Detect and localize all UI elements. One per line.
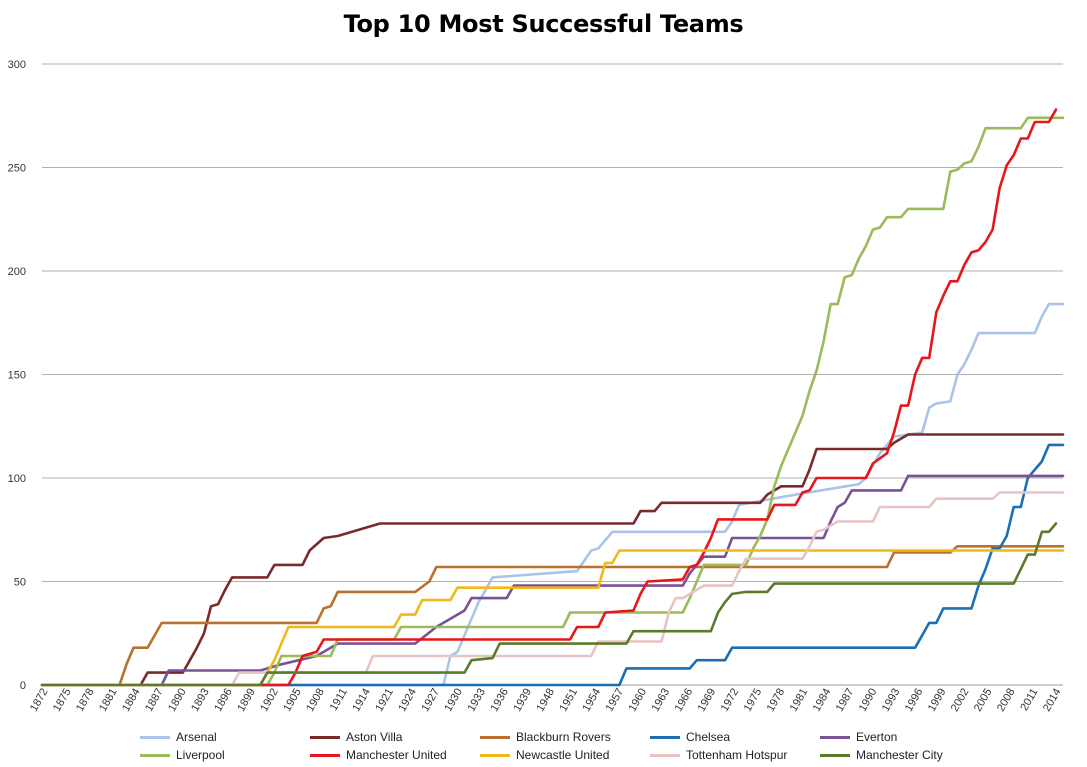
- x-tick-label: 1899: [235, 687, 258, 714]
- series-line-blackburn-rovers: [40, 545, 1065, 687]
- legend-item-newcastle-united: Newcastle United: [480, 746, 609, 764]
- series-line-newcastle-united: [40, 549, 1065, 687]
- x-tick-label: 1924: [396, 687, 419, 714]
- series-lines: [40, 108, 1065, 687]
- y-tick-label: 150: [8, 370, 26, 382]
- x-tick-label: 1881: [97, 687, 120, 714]
- series-line-arsenal: [40, 302, 1065, 687]
- legend-item-tottenham-hotspur: Tottenham Hotspur: [650, 746, 787, 764]
- series-line-chelsea: [40, 443, 1065, 687]
- series-line-manchester-city: [40, 522, 1058, 687]
- x-tick-label: 1930: [442, 687, 465, 714]
- y-tick-label: 100: [8, 473, 26, 485]
- x-tick-label: 1872: [28, 687, 51, 714]
- legend-item-manchester-city: Manchester City: [820, 746, 943, 764]
- series-line-manchester-united: [40, 108, 1058, 687]
- x-tick-label: 1914: [350, 687, 373, 714]
- x-tick-label: 2014: [1041, 687, 1064, 714]
- legend-item-liverpool: Liverpool: [140, 746, 225, 764]
- x-tick-label: 1987: [834, 687, 857, 714]
- x-tick-label: 1875: [51, 687, 74, 714]
- legend-item-aston-villa: Aston Villa: [310, 728, 402, 746]
- legend-label: Newcastle United: [516, 748, 610, 762]
- legend-label: Tottenham Hotspur: [686, 748, 788, 762]
- x-tick-label: 1887: [143, 687, 166, 714]
- legend-item-everton: Everton: [820, 728, 897, 746]
- y-tick-label: 50: [14, 577, 26, 589]
- x-tick-label: 1939: [511, 687, 534, 714]
- x-tick-label: 1963: [650, 687, 673, 714]
- x-tick-label: 1933: [465, 687, 488, 714]
- legend-label: Blackburn Rovers: [516, 730, 611, 744]
- y-tick-label: 200: [8, 266, 26, 278]
- x-tick-label: 1927: [419, 687, 442, 714]
- x-tick-label: 1981: [788, 687, 811, 714]
- legend-swatch: [140, 735, 170, 739]
- x-tick-label: 1878: [74, 687, 97, 714]
- legend-swatch: [650, 753, 680, 757]
- x-tick-label: 1954: [581, 687, 604, 714]
- legend-swatch: [650, 735, 680, 739]
- x-tick-label: 1972: [719, 687, 742, 714]
- x-tick-label: 1996: [903, 687, 926, 714]
- y-tick-label: 0: [20, 680, 26, 692]
- y-tick-label: 250: [8, 163, 26, 175]
- x-tick-label: 1990: [857, 687, 880, 714]
- x-tick-label: 1984: [811, 687, 834, 714]
- x-tick-label: 1960: [627, 687, 650, 714]
- legend-swatch: [480, 753, 510, 757]
- legend-label: Manchester City: [856, 748, 943, 762]
- y-tick-label: 300: [8, 59, 26, 71]
- legend-label: Liverpool: [176, 748, 225, 762]
- x-tick-label: 1999: [926, 687, 949, 714]
- legend-label: Manchester United: [346, 748, 447, 762]
- x-tick-label: 1975: [742, 687, 765, 714]
- legend-swatch: [820, 735, 850, 739]
- x-tick-label: 1905: [281, 687, 304, 714]
- legend-swatch: [310, 753, 340, 757]
- x-tick-label: 1893: [189, 687, 212, 714]
- x-tick-label: 2005: [972, 687, 995, 714]
- x-tick-label: 1978: [765, 687, 788, 714]
- series-line-aston-villa: [40, 433, 1065, 687]
- x-tick-label: 1951: [557, 687, 580, 714]
- legend-item-blackburn-rovers: Blackburn Rovers: [480, 728, 611, 746]
- y-axis: 0 50 100 150 200 250 300: [8, 59, 26, 692]
- legend-item-chelsea: Chelsea: [650, 728, 730, 746]
- x-tick-label: 2008: [995, 687, 1018, 714]
- legend-swatch: [480, 735, 510, 739]
- legend-swatch: [310, 735, 340, 739]
- x-tick-label: 1921: [373, 687, 396, 714]
- x-tick-label: 1890: [166, 687, 189, 714]
- x-tick-label: 1936: [488, 687, 511, 714]
- legend-label: Chelsea: [686, 730, 731, 744]
- x-tick-label: 1966: [673, 687, 696, 714]
- x-tick-label: 1884: [120, 687, 143, 714]
- legend-label: Arsenal: [176, 730, 217, 744]
- x-tick-label: 1969: [696, 687, 719, 714]
- legend-item-arsenal: Arsenal: [140, 728, 217, 746]
- legend-swatch: [140, 753, 170, 757]
- legend-item-manchester-united: Manchester United: [310, 746, 447, 764]
- x-tick-label: 2002: [949, 687, 972, 714]
- series-line-liverpool: [40, 116, 1065, 687]
- x-tick-label: 1911: [328, 687, 350, 713]
- chart-title: Top 10 Most Successful Teams: [343, 10, 744, 38]
- x-tick-label: 1896: [212, 687, 235, 714]
- x-tick-label: 1908: [304, 687, 327, 714]
- x-axis: 1872 1875 1878 1881 1884 1887 1890 1893 1896 1899…: [28, 687, 1064, 714]
- legend-label: Aston Villa: [346, 730, 403, 744]
- x-tick-label: 1993: [880, 687, 903, 714]
- gridlines: [42, 63, 1063, 686]
- legend-swatch: [820, 753, 850, 757]
- x-tick-label: 1957: [604, 687, 627, 714]
- series-line-tottenham-hotspur: [40, 491, 1065, 687]
- x-tick-label: 2011: [1018, 687, 1040, 713]
- x-tick-label: 1902: [258, 687, 281, 714]
- x-tick-label: 1948: [534, 687, 557, 714]
- legend-label: Everton: [856, 730, 898, 744]
